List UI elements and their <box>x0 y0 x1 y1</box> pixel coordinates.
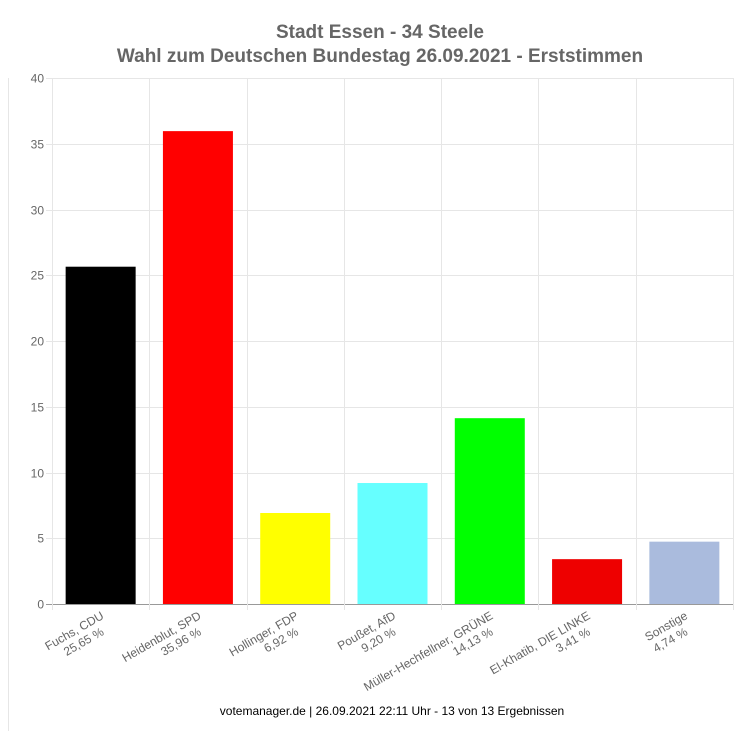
chart-title: Stadt Essen - 34 Steele <box>276 22 484 43</box>
y-tick-label: 0 <box>37 598 44 612</box>
bar <box>65 266 136 604</box>
chart-subtitle: Wahl zum Deutschen Bundestag 26.09.2021 … <box>117 46 643 67</box>
bar <box>162 131 233 604</box>
bar <box>552 559 623 604</box>
y-tick-label: 35 <box>31 138 45 152</box>
bar <box>357 483 428 604</box>
y-tick-label: 25 <box>31 269 45 283</box>
y-tick-label: 20 <box>31 335 45 349</box>
bar <box>454 418 525 604</box>
y-tick-label: 15 <box>31 401 45 415</box>
bar <box>649 541 720 604</box>
y-tick-label: 5 <box>37 532 44 546</box>
y-tick-label: 10 <box>31 467 45 481</box>
y-tick-label: 30 <box>31 204 45 218</box>
bar <box>260 513 331 604</box>
footer: votemanager.de | 26.09.2021 22:11 Uhr - … <box>220 704 564 718</box>
y-tick-label: 40 <box>31 72 45 86</box>
